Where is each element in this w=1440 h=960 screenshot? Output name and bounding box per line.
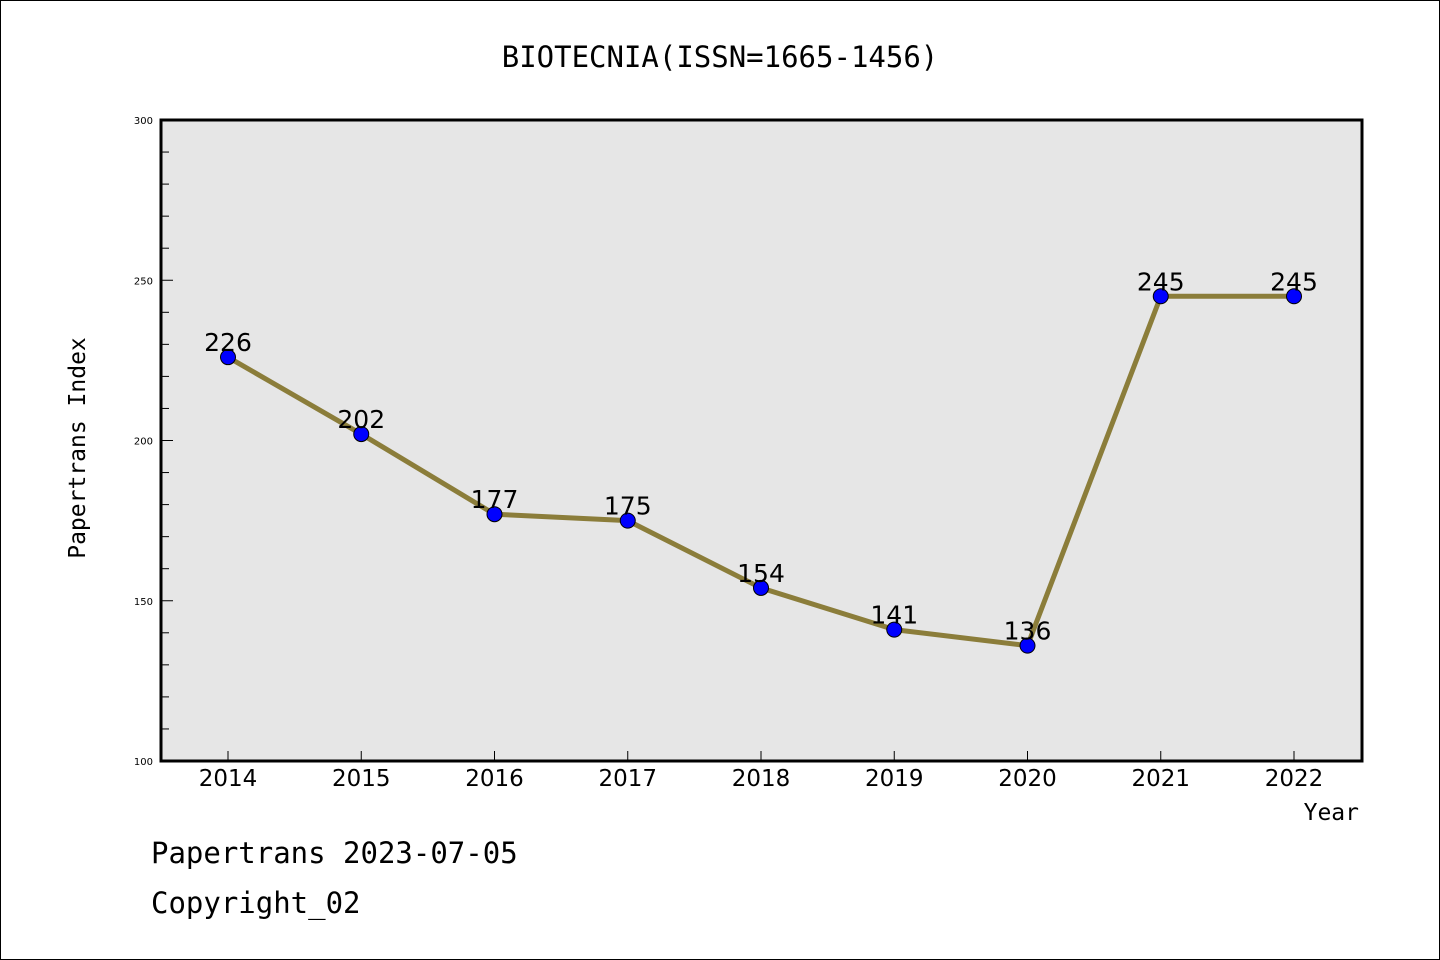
y-tick-label: 100: [134, 757, 153, 768]
x-axis: 2014 2015 2016 2017 2018 2019 2020 2021 2022: [199, 751, 1324, 792]
x-tick-label: 2018: [732, 766, 791, 792]
data-point: [1152, 288, 1169, 305]
x-tick-label: 2021: [1131, 766, 1190, 792]
data-point: [1019, 637, 1036, 654]
series-group: 226 202 177 175 154 141 136 245 245: [204, 267, 1318, 654]
y-axis-label: Papertrans Index: [65, 337, 91, 559]
x-tick-label: 2022: [1265, 766, 1324, 792]
y-axis: 100 150 200 250 300: [134, 116, 173, 768]
x-tick-label: 2019: [865, 766, 924, 792]
data-point: [619, 512, 636, 529]
data-label: 245: [1137, 267, 1185, 296]
data-label: 175: [604, 492, 652, 521]
x-tick-label: 2017: [598, 766, 657, 792]
data-point: [886, 621, 903, 638]
x-tick-label: 2014: [199, 766, 258, 792]
y-tick-label: 300: [134, 116, 153, 127]
footer-date: Papertrans 2023-07-05: [151, 836, 518, 870]
plot-area: [159, 118, 1364, 763]
data-point: [353, 426, 370, 443]
data-point: [486, 506, 503, 523]
y-tick-label: 150: [134, 597, 153, 608]
data-label: 177: [471, 485, 519, 514]
data-point: [753, 579, 769, 596]
data-label: 226: [204, 328, 252, 357]
x-tick-label: 2020: [998, 766, 1057, 792]
data-label: 141: [870, 601, 918, 630]
y-tick-label: 200: [134, 437, 153, 448]
data-label: 154: [737, 559, 785, 588]
data-label: 245: [1270, 267, 1318, 296]
x-tick-label: 2015: [332, 766, 391, 792]
data-point: [1286, 288, 1302, 305]
chart-title: BIOTECNIA(ISSN=1665-1456): [502, 40, 939, 74]
x-tick-label: 2016: [465, 766, 524, 792]
y-tick-label: 250: [134, 276, 153, 287]
x-axis-label: Year: [1304, 800, 1359, 826]
footer-copyright: Copyright_02: [151, 886, 361, 920]
data-point: [220, 349, 236, 366]
data-label: 136: [1004, 617, 1052, 646]
data-label: 202: [337, 405, 385, 434]
